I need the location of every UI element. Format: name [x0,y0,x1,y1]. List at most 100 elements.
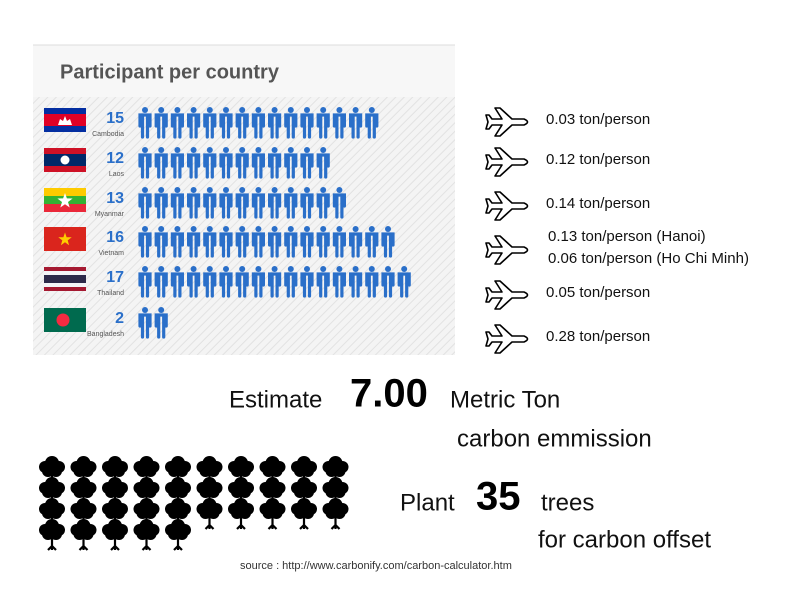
panel-header [33,45,455,97]
person-body [268,272,282,298]
people-icons [138,226,395,258]
country-name: Cambodia [92,131,124,138]
person-body [138,193,152,219]
flag [44,108,86,132]
country-count: 15 [106,110,124,127]
person-body [316,153,330,179]
plane-icon [485,280,529,310]
person-body [397,272,411,298]
person-head [385,226,391,232]
person-head [304,226,310,232]
person-head [401,266,408,272]
person-head [190,147,197,153]
country-count: 16 [106,229,124,246]
person-body [332,232,346,258]
person-body [251,193,265,219]
person-body [300,193,314,219]
person-body [300,232,314,258]
plane-icon [485,147,529,177]
emission-text: 0.13 ton/person (Hanoi) [548,228,706,245]
person-head [239,107,246,113]
person-head [206,147,213,153]
person-body [187,153,201,179]
person-head [368,266,375,272]
person-head [304,187,310,193]
estimate-unit: Metric Ton [450,386,560,413]
country-count: 13 [106,190,124,207]
person-head [158,307,165,313]
person-body [138,232,152,258]
plant-suffix: for carbon offset [538,526,711,553]
person-body [365,232,379,258]
country-name: Thailand [97,290,124,297]
tree-crown [202,462,217,476]
estimate-prefix: Estimate [229,386,322,413]
tree-crown [265,483,280,497]
person-head [255,147,262,153]
person-body [284,113,298,139]
person-body [284,272,298,298]
person-head [223,147,229,153]
flag-emblem [57,193,73,208]
person-body [187,232,201,258]
person-head [320,107,327,113]
person-head [255,107,262,113]
tree-crown [76,462,91,476]
flag [44,308,86,332]
source: source : http://www.carbonify.com/carbon… [240,560,512,572]
tree-crown [45,462,59,476]
person-head [304,266,310,272]
person-body [154,153,168,179]
person-head [174,147,181,153]
tree-crown [234,462,248,476]
person-head [223,226,229,232]
flag-emblem [58,232,72,246]
person-head [142,147,148,153]
person-body [349,232,363,258]
person-head [174,226,181,232]
person-body [170,272,184,298]
emission-text: 0.06 ton/person (Ho Chi Minh) [548,250,749,267]
person-head [223,266,229,272]
person-body [300,113,314,139]
flag-emblem [56,313,70,327]
person-body [203,232,217,258]
tree-crown [171,504,185,518]
person-head [320,147,327,153]
person-head [190,187,197,193]
person-body [251,113,265,139]
person-body [138,113,152,139]
person-body [219,272,233,298]
people-icons [138,107,379,139]
person-head [304,147,310,153]
person-head [368,107,375,113]
person-head [352,107,359,113]
person-head [158,107,165,113]
flag [44,188,86,212]
tree-crown [171,483,185,497]
flag [44,148,86,172]
person-body [365,113,379,139]
person-body [138,272,152,298]
tree-crown [45,483,59,497]
plane-icon [485,235,529,265]
person-head [206,226,213,232]
person-head [206,187,213,193]
people-icons [138,187,346,219]
person-body [235,232,249,258]
tree-crown [328,462,343,476]
person-head [255,226,262,232]
person-head [142,107,148,113]
person-body [251,153,265,179]
person-head [320,226,327,232]
person-head [287,107,294,113]
tree-crown [234,483,248,497]
person-head [385,266,391,272]
person-body [203,272,217,298]
flag-band [44,204,86,212]
person-body [187,113,201,139]
country-count: 12 [106,150,124,167]
person-body [219,193,233,219]
person-body [219,232,233,258]
person-head [174,107,181,113]
